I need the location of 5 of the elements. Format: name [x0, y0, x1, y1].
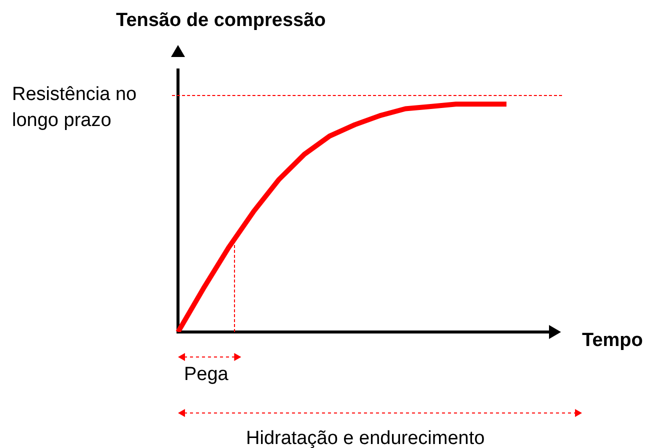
text: Pega [184, 363, 228, 387]
text: Resistência no longo prazo [12, 83, 138, 134]
x-axis-title: Tempo [582, 330, 643, 352]
y-axis-title: Tensão de compressão [116, 10, 326, 32]
text: Hidratação e endurecimento [246, 427, 485, 448]
